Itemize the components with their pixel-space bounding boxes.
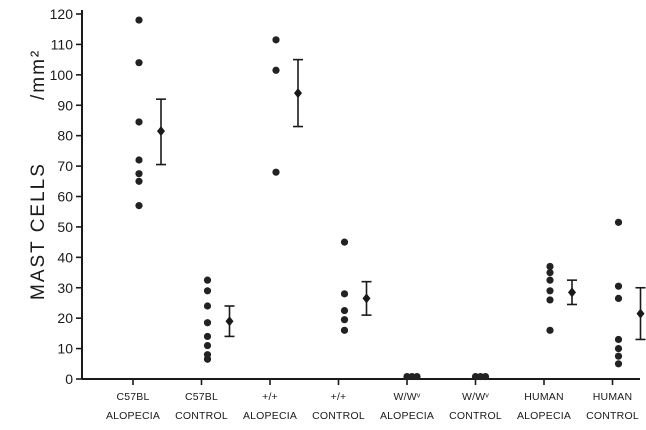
data-point xyxy=(203,341,212,350)
data-point xyxy=(340,316,349,324)
mean-marker xyxy=(225,316,234,327)
group-7 xyxy=(614,218,646,368)
data-point xyxy=(135,156,143,164)
group-6 xyxy=(546,262,577,334)
data-point xyxy=(614,352,623,360)
category-label-line1: C57BL xyxy=(185,391,218,403)
data-point xyxy=(614,344,623,353)
category-label-line1: HUMAN xyxy=(524,391,564,403)
data-point xyxy=(471,372,480,381)
data-point xyxy=(203,332,212,341)
data-point xyxy=(272,36,280,44)
y-tick-label: 120 xyxy=(50,6,74,22)
data-point xyxy=(546,268,554,277)
y-tick-label: 20 xyxy=(57,310,73,326)
y-tick-label: 10 xyxy=(57,341,73,357)
data-point xyxy=(481,372,490,381)
data-point xyxy=(546,326,554,334)
y-axis-title: MAST CELLS /mm² xyxy=(28,49,49,300)
y-tick-label: 70 xyxy=(57,158,73,174)
data-point xyxy=(203,319,212,327)
data-point xyxy=(135,177,143,185)
data-point xyxy=(614,218,623,226)
category-label-line1: +/+ xyxy=(331,391,347,403)
data-point xyxy=(203,302,212,310)
y-tick-label: 50 xyxy=(57,219,73,235)
mean-marker xyxy=(157,126,165,137)
data-point xyxy=(340,290,349,298)
data-point xyxy=(272,168,280,176)
category-label-line2: CONTROL xyxy=(586,410,639,422)
data-point xyxy=(203,355,212,363)
group-2 xyxy=(272,36,303,176)
category-label-line1: W/Wᵛ xyxy=(462,391,489,403)
y-tick-label: 90 xyxy=(57,97,73,113)
data-point xyxy=(340,238,349,246)
y-axis-unit: /mm² xyxy=(28,49,49,100)
mean-marker xyxy=(362,293,371,304)
data-point xyxy=(135,202,143,210)
category-label-line1: +/+ xyxy=(262,391,278,403)
category-label-line1: C57BL xyxy=(116,391,149,403)
data-point xyxy=(135,118,143,126)
data-point xyxy=(203,287,212,295)
y-tick-label: 60 xyxy=(57,189,73,205)
data-point xyxy=(135,16,143,24)
data-point xyxy=(546,276,554,284)
data-point xyxy=(546,262,554,271)
group-3 xyxy=(340,238,372,334)
group-5 xyxy=(471,372,490,381)
data-marks xyxy=(135,16,646,381)
y-tick-label: 80 xyxy=(57,128,73,144)
data-point xyxy=(135,59,143,67)
group-1 xyxy=(203,276,235,363)
data-point xyxy=(403,372,411,381)
category-label-line1: W/Wᵛ xyxy=(394,391,421,403)
group-0 xyxy=(135,16,166,210)
x-axis: C57BL ALOPECIA C57BL CONTROL +/+ ALOPECIA +/+ C… xyxy=(82,378,640,422)
data-point xyxy=(614,335,623,344)
group-4 xyxy=(403,372,421,381)
y-axis-label: MAST CELLS xyxy=(28,162,49,300)
y-axis: 0 10 20 30 40 50 60 70 80 90 100 110 120 xyxy=(50,6,83,387)
category-label-line2: ALOPECIA xyxy=(380,410,434,422)
data-point xyxy=(340,326,349,334)
data-point xyxy=(614,282,623,290)
data-point xyxy=(476,372,485,381)
data-point xyxy=(614,294,623,302)
data-point xyxy=(408,372,416,381)
y-tick-label: 40 xyxy=(57,249,73,265)
category-label-line2: CONTROL xyxy=(449,410,502,422)
y-tick-label: 0 xyxy=(65,371,73,387)
category-label-line2: ALOPECIA xyxy=(243,410,297,422)
data-point xyxy=(413,372,421,381)
category-label-line2: CONTROL xyxy=(312,410,365,422)
y-tick-label: 30 xyxy=(57,280,73,296)
data-point xyxy=(546,296,554,304)
mean-marker xyxy=(568,287,576,298)
category-label-line2: CONTROL xyxy=(175,410,228,422)
category-label-line2: ALOPECIA xyxy=(106,410,160,422)
data-point xyxy=(135,170,143,178)
data-point xyxy=(340,306,349,315)
data-point xyxy=(614,360,623,368)
y-tick-label: 110 xyxy=(51,36,74,52)
mean-marker xyxy=(294,88,302,99)
mean-marker xyxy=(636,308,645,319)
data-point xyxy=(272,66,280,74)
y-tick-label: 100 xyxy=(50,67,74,83)
category-label-line2: ALOPECIA xyxy=(517,410,571,422)
data-point xyxy=(203,276,212,284)
data-point xyxy=(546,287,554,295)
category-label-line1: HUMAN xyxy=(593,391,633,403)
